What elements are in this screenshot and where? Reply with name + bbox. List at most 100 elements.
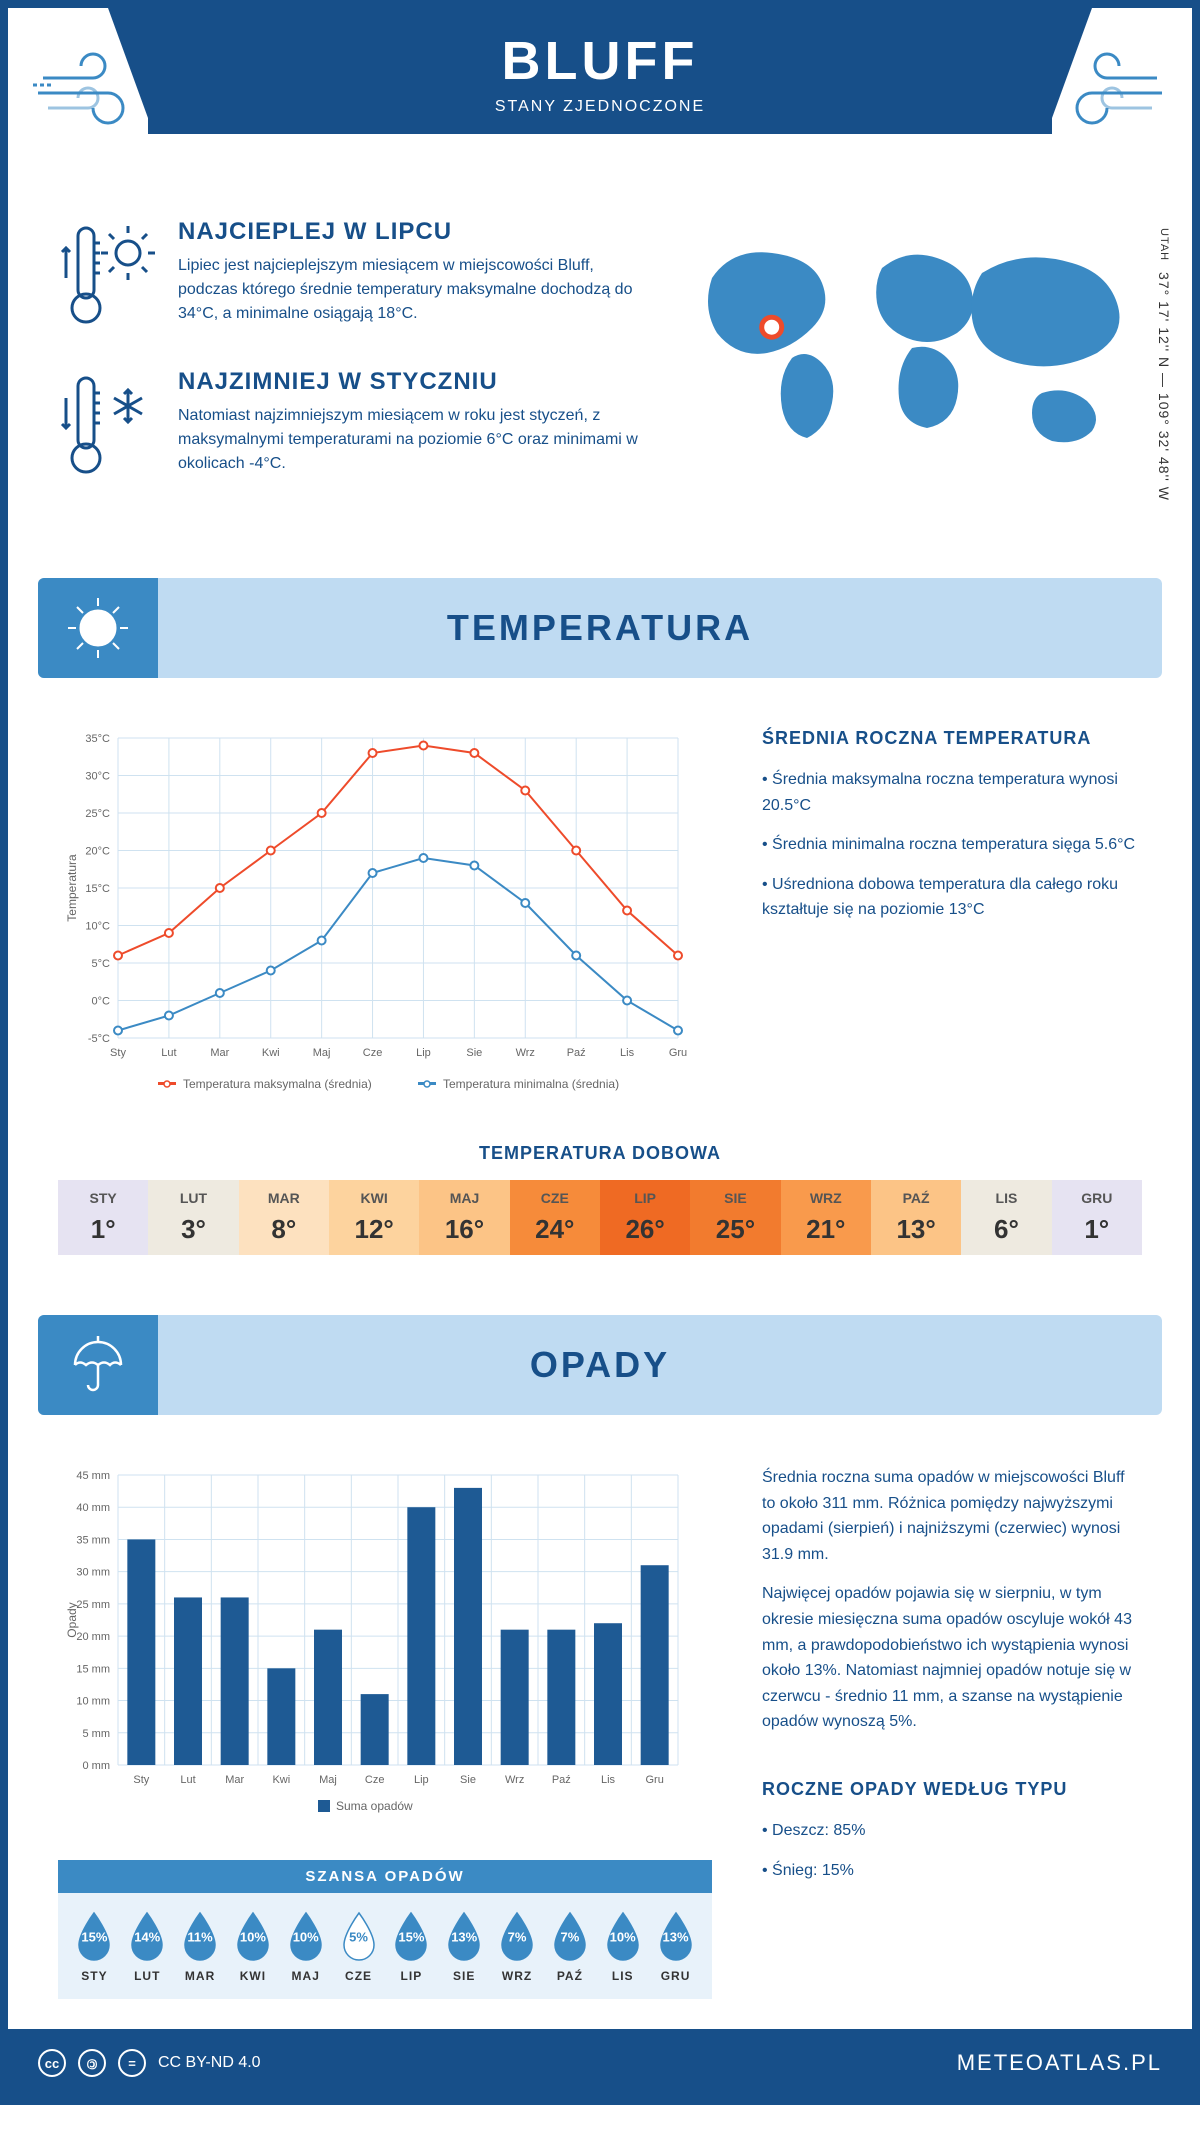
svg-text:15 mm: 15 mm	[76, 1663, 110, 1675]
svg-text:20°C: 20°C	[85, 846, 110, 858]
svg-text:Lut: Lut	[180, 1774, 195, 1786]
svg-text:Gru: Gru	[645, 1774, 663, 1786]
svg-text:Lip: Lip	[414, 1774, 429, 1786]
precipitation-bar-chart: 0 mm5 mm10 mm15 mm20 mm25 mm30 mm35 mm40…	[58, 1465, 698, 1825]
rain-chance-title: SZANSA OPADÓW	[58, 1860, 712, 1893]
daily-temp-cell: MAR8°	[239, 1180, 329, 1255]
svg-text:Kwi: Kwi	[272, 1774, 290, 1786]
daily-temp-cell: KWI12°	[329, 1180, 419, 1255]
daily-temp-cell: LUT3°	[148, 1180, 238, 1255]
svg-text:-5°C: -5°C	[88, 1033, 110, 1045]
svg-text:Paź: Paź	[552, 1774, 571, 1786]
svg-text:Maj: Maj	[319, 1774, 337, 1786]
svg-text:0 mm: 0 mm	[83, 1760, 111, 1772]
by-icon: 🄯	[78, 2049, 106, 2077]
temperature-line-chart: -5°C0°C5°C10°C15°C20°C25°C30°C35°CStyLut…	[58, 728, 698, 1108]
header: BLUFF STANY ZJEDNOCZONE	[8, 8, 1192, 188]
rain-chance-cell: 5% CZE	[332, 1909, 385, 1983]
svg-text:45 mm: 45 mm	[76, 1470, 110, 1482]
svg-text:Wrz: Wrz	[505, 1774, 524, 1786]
map-column: UTAH 37° 17' 12'' N — 109° 32' 48'' W	[682, 218, 1142, 518]
coldest-title: NAJZIMNIEJ W STYCZNIU	[178, 368, 642, 396]
svg-text:30 mm: 30 mm	[76, 1567, 110, 1579]
footer-license: cc 🄯 = CC BY-ND 4.0	[38, 2049, 261, 2077]
precip-by-type-title: ROCZNE OPADY WEDŁUG TYPU	[762, 1779, 1142, 1800]
svg-text:40 mm: 40 mm	[76, 1502, 110, 1514]
intro-text-column: NAJCIEPLEJ W LIPCU Lipiec jest najcieple…	[58, 218, 642, 518]
svg-text:20 mm: 20 mm	[76, 1631, 110, 1643]
svg-text:10°C: 10°C	[85, 921, 110, 933]
precipitation-chart-section: 0 mm5 mm10 mm15 mm20 mm25 mm30 mm35 mm40…	[8, 1435, 1192, 2029]
precipitation-title: OPADY	[530, 1344, 670, 1386]
svg-text:10 mm: 10 mm	[76, 1696, 110, 1708]
daily-temp-table: STY1°LUT3°MAR8°KWI12°MAJ16°CZE24°LIP26°S…	[58, 1180, 1142, 1255]
temperature-chart: -5°C0°C5°C10°C15°C20°C25°C30°C35°CStyLut…	[58, 728, 712, 1113]
city-title: BLUFF	[148, 30, 1052, 92]
svg-text:15°C: 15°C	[85, 883, 110, 895]
rain-chance-cell: 7% PAŹ	[543, 1909, 596, 1983]
rain-chance-cell: 7% WRZ	[491, 1909, 544, 1983]
temp-stat-2: • Średnia minimalna roczna temperatura s…	[762, 832, 1142, 858]
temp-stats-title: ŚREDNIA ROCZNA TEMPERATURA	[762, 728, 1142, 749]
daily-temp-cell: CZE24°	[510, 1180, 600, 1255]
svg-text:Temperatura maksymalna (średni: Temperatura maksymalna (średnia)	[183, 1077, 372, 1091]
footer: cc 🄯 = CC BY-ND 4.0 METEOATLAS.PL	[8, 2029, 1192, 2097]
rain-chance-cell: 15% LIP	[385, 1909, 438, 1983]
intro-section: NAJCIEPLEJ W LIPCU Lipiec jest najcieple…	[8, 188, 1192, 558]
svg-text:Opady: Opady	[65, 1602, 79, 1637]
thermometer-snow-icon	[58, 368, 158, 488]
umbrella-icon	[63, 1330, 133, 1400]
svg-text:Sie: Sie	[466, 1047, 482, 1059]
svg-text:Maj: Maj	[313, 1047, 331, 1059]
warmest-text: Lipiec jest najcieplejszym miesiącem w m…	[178, 254, 642, 326]
temperature-title: TEMPERATURA	[447, 607, 753, 649]
svg-text:0°C: 0°C	[92, 996, 111, 1008]
rain-chance-cell: 10% KWI	[226, 1909, 279, 1983]
sun-icon	[63, 593, 133, 663]
header-banner: BLUFF STANY ZJEDNOCZONE	[148, 8, 1052, 134]
rain-chance-cell: 13% SIE	[438, 1909, 491, 1983]
temp-stat-3: • Uśredniona dobowa temperatura dla całe…	[762, 872, 1142, 923]
svg-text:25°C: 25°C	[85, 808, 110, 820]
svg-text:Sty: Sty	[133, 1774, 149, 1786]
svg-text:Lut: Lut	[161, 1047, 176, 1059]
daily-temp-cell: LIS6°	[961, 1180, 1051, 1255]
svg-text:Kwi: Kwi	[262, 1047, 280, 1059]
daily-temp-cell: STY1°	[58, 1180, 148, 1255]
state-label: UTAH	[1158, 228, 1170, 261]
umbrella-icon-box	[38, 1315, 158, 1415]
rain-chance-cell: 10% LIS	[596, 1909, 649, 1983]
svg-text:Wrz: Wrz	[516, 1047, 535, 1059]
cc-icon: cc	[38, 2049, 66, 2077]
precipitation-stats: Średnia roczna suma opadów w miejscowośc…	[762, 1465, 1142, 1999]
precip-by-type-2: • Śnieg: 15%	[762, 1858, 1142, 1884]
rain-chance-body: 15% STY 14% LUT 11% MAR 10% KWI 10% MAJ	[58, 1893, 712, 1999]
daily-temp-title: TEMPERATURA DOBOWA	[58, 1143, 1142, 1164]
svg-text:5 mm: 5 mm	[83, 1728, 111, 1740]
temperature-stats: ŚREDNIA ROCZNA TEMPERATURA • Średnia mak…	[762, 728, 1142, 1113]
svg-text:Temperatura: Temperatura	[65, 854, 79, 922]
temperature-section-header: TEMPERATURA	[38, 578, 1162, 678]
daily-temperature: TEMPERATURA DOBOWA STY1°LUT3°MAR8°KWI12°…	[8, 1143, 1192, 1295]
thermometer-sun-icon	[58, 218, 158, 338]
svg-text:Lis: Lis	[620, 1047, 635, 1059]
rain-chance-cell: 14% LUT	[121, 1909, 174, 1983]
license-text: CC BY-ND 4.0	[158, 2054, 261, 2072]
coords-value: 37° 17' 12'' N — 109° 32' 48'' W	[1156, 272, 1172, 501]
rain-chance-cell: 15% STY	[68, 1909, 121, 1983]
temperature-chart-section: -5°C0°C5°C10°C15°C20°C25°C30°C35°CStyLut…	[8, 698, 1192, 1143]
daily-temp-cell: MAJ16°	[419, 1180, 509, 1255]
svg-text:Cze: Cze	[363, 1047, 383, 1059]
svg-text:Sty: Sty	[110, 1047, 126, 1059]
rain-chance-cell: 11% MAR	[174, 1909, 227, 1983]
rain-chance-cell: 10% MAJ	[279, 1909, 332, 1983]
coldest-block: NAJZIMNIEJ W STYCZNIU Natomiast najzimni…	[58, 368, 642, 488]
svg-text:Cze: Cze	[365, 1774, 385, 1786]
nd-icon: =	[118, 2049, 146, 2077]
temp-stat-1: • Średnia maksymalna roczna temperatura …	[762, 767, 1142, 818]
coordinates: UTAH 37° 17' 12'' N — 109° 32' 48'' W	[1156, 228, 1172, 501]
precip-text-1: Średnia roczna suma opadów w miejscowośc…	[762, 1465, 1142, 1567]
rain-chance: SZANSA OPADÓW 15% STY 14% LUT 11% MAR 10…	[58, 1860, 712, 1999]
svg-text:30°C: 30°C	[85, 771, 110, 783]
coldest-text: Natomiast najzimniejszym miesiącem w rok…	[178, 404, 642, 476]
